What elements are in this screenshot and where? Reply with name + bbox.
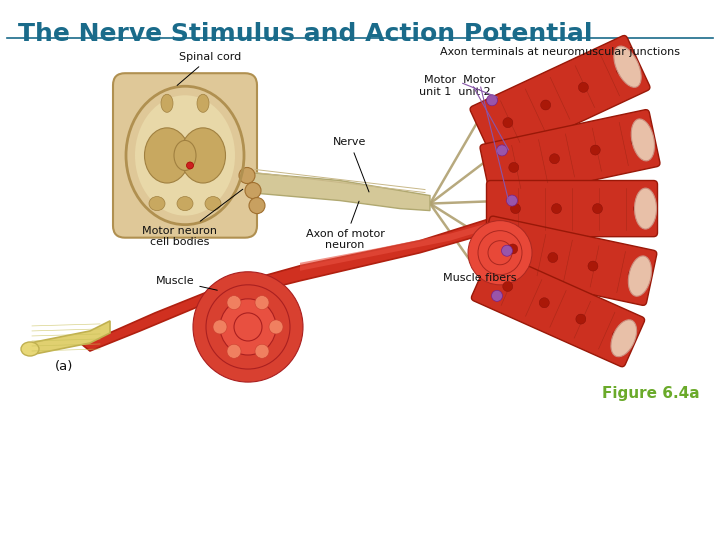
Circle shape <box>628 269 638 280</box>
Circle shape <box>492 291 503 301</box>
FancyBboxPatch shape <box>113 73 257 238</box>
Text: Motor neuron
cell bodies: Motor neuron cell bodies <box>143 189 243 247</box>
Circle shape <box>616 65 626 75</box>
Circle shape <box>488 241 512 265</box>
Circle shape <box>497 145 508 156</box>
Circle shape <box>508 244 518 254</box>
Text: Axon terminals at neuromuscular junctions: Axon terminals at neuromuscular junction… <box>440 47 680 57</box>
Ellipse shape <box>149 197 165 211</box>
Ellipse shape <box>255 344 269 358</box>
Circle shape <box>220 299 276 355</box>
Ellipse shape <box>213 320 227 334</box>
Circle shape <box>576 314 586 324</box>
Ellipse shape <box>174 140 196 171</box>
Text: The Nerve Stimulus and Action Potential: The Nerve Stimulus and Action Potential <box>18 22 593 46</box>
Circle shape <box>487 95 498 106</box>
Ellipse shape <box>205 197 221 211</box>
Circle shape <box>613 330 622 340</box>
Circle shape <box>578 82 588 92</box>
Text: Copyright © 2009 Pearson Education Inc.   published as Benjamin Cummings: Copyright © 2009 Pearson Education Inc. … <box>185 521 535 530</box>
Ellipse shape <box>135 95 235 215</box>
Text: Figure 6.4a: Figure 6.4a <box>603 386 700 401</box>
Ellipse shape <box>177 197 193 211</box>
Ellipse shape <box>227 344 241 358</box>
Circle shape <box>503 281 513 292</box>
FancyBboxPatch shape <box>480 110 660 201</box>
Circle shape <box>206 285 290 369</box>
Circle shape <box>549 154 559 164</box>
Circle shape <box>634 204 644 214</box>
Circle shape <box>548 253 558 262</box>
Ellipse shape <box>255 295 269 309</box>
Text: Motor  Motor: Motor Motor <box>424 75 495 85</box>
Ellipse shape <box>145 128 189 183</box>
Polygon shape <box>30 321 110 355</box>
Circle shape <box>552 204 562 214</box>
Circle shape <box>239 167 255 184</box>
FancyBboxPatch shape <box>472 251 644 367</box>
Text: Nerve: Nerve <box>333 137 369 192</box>
Circle shape <box>539 298 549 308</box>
Ellipse shape <box>631 119 654 161</box>
FancyBboxPatch shape <box>470 36 650 161</box>
Ellipse shape <box>181 128 225 183</box>
Circle shape <box>506 195 518 206</box>
FancyBboxPatch shape <box>487 180 657 237</box>
Circle shape <box>186 162 194 169</box>
Ellipse shape <box>21 342 39 356</box>
Text: (a): (a) <box>55 360 73 373</box>
Text: Muscle: Muscle <box>156 276 217 290</box>
Circle shape <box>234 313 262 341</box>
Circle shape <box>588 261 598 271</box>
Circle shape <box>468 221 532 285</box>
Ellipse shape <box>634 188 657 229</box>
Polygon shape <box>80 213 520 351</box>
Circle shape <box>503 118 513 127</box>
FancyBboxPatch shape <box>480 216 657 305</box>
Circle shape <box>502 245 513 256</box>
Polygon shape <box>248 172 430 211</box>
Ellipse shape <box>614 46 642 87</box>
Ellipse shape <box>629 256 652 296</box>
Ellipse shape <box>611 320 636 357</box>
Circle shape <box>590 145 600 155</box>
Polygon shape <box>300 222 490 271</box>
Text: Axon of motor
neuron: Axon of motor neuron <box>305 201 384 250</box>
Circle shape <box>510 204 521 214</box>
Circle shape <box>193 272 303 382</box>
Ellipse shape <box>197 94 209 112</box>
Ellipse shape <box>161 94 173 112</box>
Text: unit 1  unit 2: unit 1 unit 2 <box>419 87 491 97</box>
Text: Muscle fibers: Muscle fibers <box>444 273 517 283</box>
Circle shape <box>541 100 551 110</box>
Circle shape <box>249 198 265 214</box>
Circle shape <box>245 183 261 199</box>
Text: Spinal cord: Spinal cord <box>177 52 241 85</box>
Ellipse shape <box>269 320 283 334</box>
Circle shape <box>478 231 522 275</box>
Circle shape <box>509 163 518 172</box>
Circle shape <box>631 137 641 146</box>
Ellipse shape <box>227 295 241 309</box>
Circle shape <box>593 204 603 214</box>
